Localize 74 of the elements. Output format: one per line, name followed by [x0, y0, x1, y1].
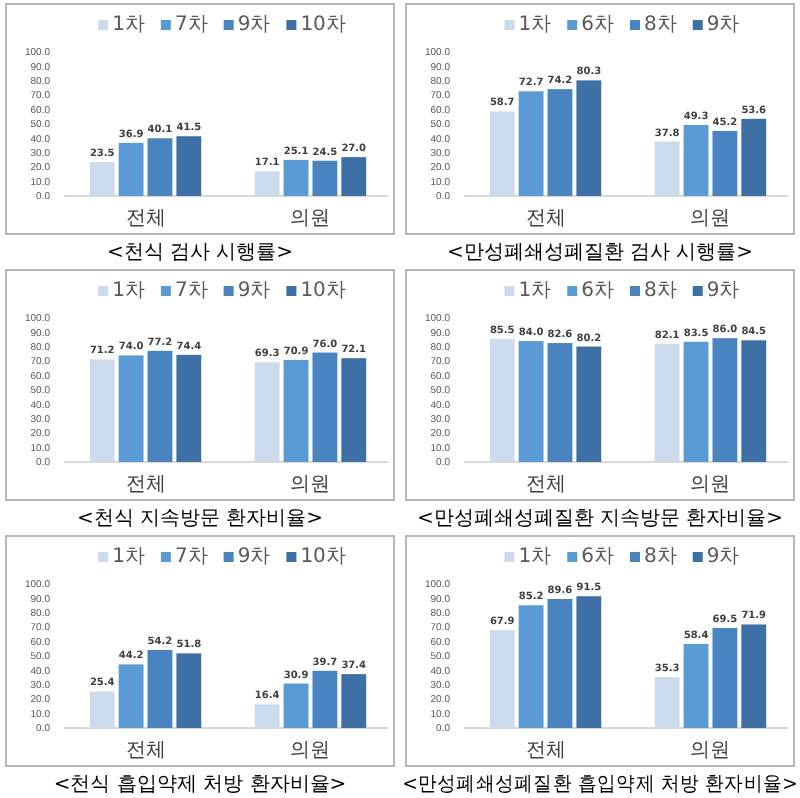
- bar: [518, 605, 544, 728]
- legend-label: 9차: [706, 280, 740, 302]
- bar: [576, 596, 602, 728]
- x-tick-label: 전체: [525, 208, 566, 230]
- legend-label: 1차: [518, 14, 552, 36]
- legend-label: 10차: [300, 14, 346, 36]
- bar: [118, 142, 144, 196]
- legend-label: 9차: [237, 546, 271, 568]
- x-tick-label: 전체: [525, 740, 566, 762]
- bar: [547, 89, 573, 196]
- bar: [489, 111, 515, 196]
- legend-label: 8차: [644, 546, 677, 568]
- x-tick-label: 전체: [125, 208, 166, 230]
- x-tick-label: 전체: [125, 740, 166, 762]
- bar: [547, 598, 573, 728]
- bar: [147, 138, 173, 196]
- legend-label: 1차: [112, 14, 145, 36]
- x-tick-label: 전체: [125, 474, 166, 496]
- text: <만성폐쇄성폐질환 지속방문 환자비율>: [416, 508, 784, 530]
- bar: [312, 160, 338, 196]
- bar: [341, 674, 367, 728]
- bar: [312, 670, 338, 728]
- legend-label: 6차: [581, 14, 614, 36]
- bar: [147, 649, 173, 728]
- x-tick-label: 의원: [290, 208, 331, 230]
- bar: [341, 157, 367, 196]
- bar: [254, 171, 280, 196]
- x-tick-label: 의원: [290, 740, 331, 762]
- legend-label: 7차: [174, 14, 208, 36]
- legend-label: 10차: [300, 280, 346, 302]
- bar: [118, 664, 144, 728]
- bar: [283, 683, 309, 728]
- legend-label: 9차: [237, 14, 271, 36]
- bar: [741, 624, 767, 728]
- legend-label: 1차: [112, 280, 145, 302]
- legend-label: 1차: [112, 546, 145, 568]
- legend-label: 1차: [518, 546, 552, 568]
- bar: [489, 630, 515, 728]
- text: <천식 지속방문 환자비율>: [76, 508, 324, 530]
- text: <천식 흡입약제 처방 환자비율>: [53, 774, 347, 796]
- x-tick-label: 의원: [290, 474, 331, 496]
- bar: [283, 159, 309, 196]
- bar: [712, 130, 738, 196]
- x-tick-label: 의원: [690, 474, 731, 496]
- text: <천식 검사 시행률>: [106, 242, 294, 264]
- bar: [576, 80, 602, 196]
- x-tick-label: 전체: [525, 474, 566, 496]
- bar: [683, 643, 709, 728]
- bar: [741, 118, 767, 196]
- legend-label: 6차: [581, 546, 614, 568]
- bar: [654, 141, 680, 196]
- legend-label: 7차: [174, 546, 208, 568]
- bar: [254, 704, 280, 728]
- bar: [654, 677, 680, 728]
- legend-label: 1차: [518, 280, 552, 302]
- legend-label: 8차: [644, 14, 677, 36]
- x-tick-label: 의원: [690, 740, 731, 762]
- legend-label: 9차: [706, 14, 740, 36]
- bar: [176, 653, 202, 728]
- text: <만성폐쇄성폐질환 검사 시행률>: [446, 242, 754, 264]
- x-tick-label: 의원: [690, 208, 731, 230]
- legend-label: 9차: [706, 546, 740, 568]
- bar: [518, 91, 544, 196]
- legend-label: 10차: [300, 546, 346, 568]
- bar: [683, 125, 709, 196]
- bar: [89, 162, 115, 196]
- legend-label: 9차: [237, 280, 271, 302]
- legend-label: 7차: [174, 280, 208, 302]
- bar: [89, 691, 115, 728]
- legend-label: 8차: [644, 280, 677, 302]
- legend-label: 6차: [581, 280, 614, 302]
- bar: [712, 627, 738, 728]
- text: <만성폐쇄성폐질환 흡입약제 처방 환자비율>: [402, 773, 798, 797]
- bar: [176, 136, 202, 196]
